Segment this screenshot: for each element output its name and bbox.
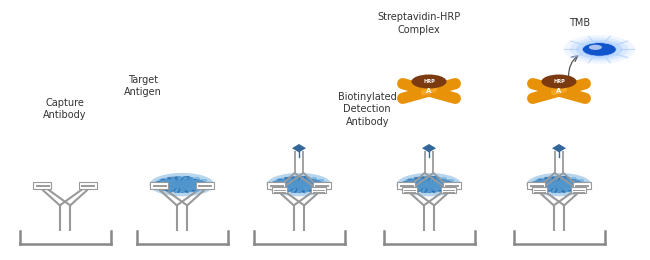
Circle shape: [576, 40, 623, 59]
Ellipse shape: [526, 173, 592, 196]
Text: HRP: HRP: [553, 79, 565, 84]
FancyBboxPatch shape: [532, 187, 547, 193]
Circle shape: [570, 38, 629, 61]
Text: HRP: HRP: [423, 79, 435, 84]
FancyBboxPatch shape: [272, 187, 287, 193]
Text: Target
Antigen: Target Antigen: [124, 75, 162, 97]
FancyBboxPatch shape: [402, 187, 417, 193]
FancyBboxPatch shape: [441, 187, 456, 193]
FancyBboxPatch shape: [196, 182, 214, 188]
FancyBboxPatch shape: [571, 187, 586, 193]
Circle shape: [582, 43, 616, 56]
Circle shape: [564, 35, 635, 64]
Polygon shape: [422, 144, 436, 152]
Text: A: A: [426, 88, 432, 94]
FancyBboxPatch shape: [313, 182, 331, 188]
FancyBboxPatch shape: [150, 182, 168, 188]
Text: TMB: TMB: [569, 18, 590, 28]
Text: Capture
Antibody: Capture Antibody: [44, 98, 86, 120]
Circle shape: [589, 45, 602, 50]
Ellipse shape: [266, 173, 332, 196]
Ellipse shape: [396, 173, 462, 196]
FancyBboxPatch shape: [79, 182, 97, 188]
Polygon shape: [292, 144, 306, 152]
FancyBboxPatch shape: [573, 182, 591, 188]
Circle shape: [411, 75, 447, 89]
Circle shape: [541, 75, 577, 89]
Polygon shape: [552, 144, 566, 152]
FancyBboxPatch shape: [311, 187, 326, 193]
Ellipse shape: [150, 173, 214, 196]
Text: Streptavidin-HRP
Complex: Streptavidin-HRP Complex: [378, 12, 461, 35]
Text: A: A: [556, 88, 562, 94]
FancyBboxPatch shape: [443, 182, 461, 188]
FancyBboxPatch shape: [33, 182, 51, 188]
Text: Biotinylated
Detection
Antibody: Biotinylated Detection Antibody: [338, 92, 396, 127]
FancyBboxPatch shape: [527, 182, 545, 188]
FancyBboxPatch shape: [267, 182, 285, 188]
FancyBboxPatch shape: [397, 182, 415, 188]
